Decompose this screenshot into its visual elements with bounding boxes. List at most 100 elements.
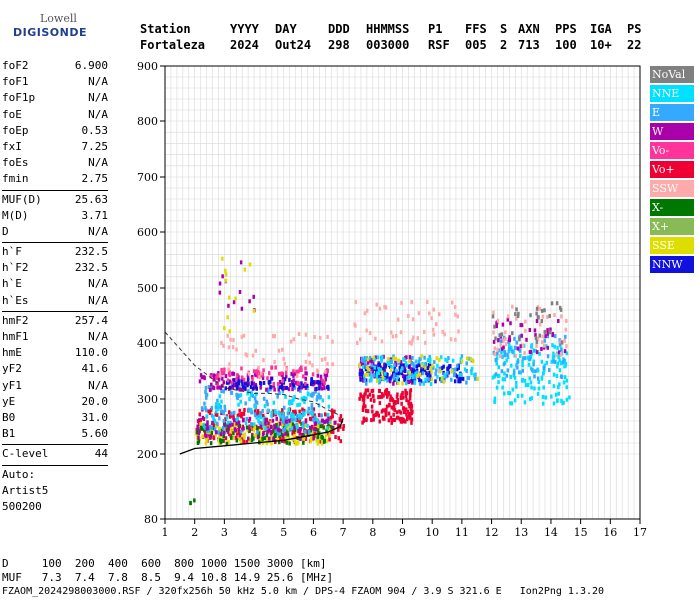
data-point <box>241 418 245 423</box>
data-point <box>429 365 433 370</box>
data-point <box>221 425 225 430</box>
data-point <box>398 409 401 414</box>
data-point <box>470 368 473 373</box>
data-point <box>411 338 414 343</box>
data-point <box>330 425 334 430</box>
data-point <box>510 401 514 406</box>
data-point <box>219 404 222 409</box>
data-point <box>214 432 217 437</box>
data-point <box>231 436 235 441</box>
data-point <box>507 314 510 319</box>
data-point <box>231 429 235 434</box>
data-point <box>307 429 311 434</box>
data-point <box>433 360 436 365</box>
data-point <box>224 374 228 379</box>
data-point <box>210 426 213 431</box>
data-point <box>276 437 280 442</box>
data-point <box>425 371 428 376</box>
data-point <box>196 440 200 445</box>
data-point <box>314 421 318 426</box>
data-point <box>557 350 561 355</box>
data-point <box>377 374 381 379</box>
data-point <box>259 385 262 390</box>
header-value-p1: RSF <box>428 38 450 52</box>
data-point <box>502 362 506 367</box>
data-point <box>311 410 315 415</box>
data-point <box>207 428 211 433</box>
data-point <box>266 389 270 394</box>
data-point <box>208 424 212 429</box>
data-point <box>534 369 537 374</box>
data-point <box>515 363 518 368</box>
data-point <box>222 389 226 394</box>
data-point <box>504 336 507 341</box>
data-point <box>298 412 301 417</box>
data-point <box>304 376 307 381</box>
data-point <box>320 357 324 362</box>
data-point <box>410 420 413 425</box>
data-point <box>309 437 313 442</box>
data-point <box>393 370 396 375</box>
data-point <box>242 377 246 382</box>
data-point <box>337 427 340 432</box>
data-point <box>401 368 405 373</box>
data-point <box>276 421 280 426</box>
data-point <box>204 441 208 446</box>
data-point <box>408 396 412 401</box>
data-point <box>260 423 264 428</box>
data-point <box>270 413 273 418</box>
data-point <box>447 356 450 361</box>
data-point <box>204 385 208 390</box>
data-point <box>409 388 413 393</box>
data-point <box>449 337 453 342</box>
data-point <box>200 406 204 411</box>
data-point <box>218 290 222 295</box>
data-point <box>205 395 208 400</box>
data-point <box>220 399 223 404</box>
data-point <box>287 387 291 392</box>
data-point <box>313 431 316 436</box>
data-point <box>394 356 398 361</box>
data-point <box>256 430 259 435</box>
data-point <box>424 365 427 370</box>
data-point <box>294 417 297 422</box>
data-point <box>420 354 423 359</box>
data-point <box>551 333 554 338</box>
data-point <box>246 391 249 396</box>
data-point <box>211 420 214 425</box>
data-point <box>437 312 441 317</box>
data-point <box>331 425 335 430</box>
data-point <box>242 384 245 389</box>
data-point <box>364 372 367 377</box>
param-row: hmF2 257.4 <box>2 313 108 329</box>
data-point <box>459 357 463 362</box>
data-point <box>262 368 265 373</box>
data-point <box>370 418 373 423</box>
data-point <box>285 385 288 390</box>
data-point <box>384 389 387 394</box>
data-point <box>244 401 247 406</box>
data-point <box>507 390 510 395</box>
data-point <box>560 398 563 403</box>
data-point <box>232 418 236 423</box>
data-point <box>395 373 398 378</box>
data-point <box>222 371 226 376</box>
y-tick-label: 600 <box>137 226 158 239</box>
data-point <box>232 300 236 305</box>
data-point <box>235 377 238 382</box>
param-label: foE <box>2 107 22 121</box>
data-point <box>551 355 555 360</box>
data-point <box>521 378 524 383</box>
data-point <box>362 358 366 363</box>
data-point <box>512 370 516 375</box>
data-point <box>217 371 220 376</box>
data-point <box>377 377 381 382</box>
data-point <box>325 428 328 433</box>
data-point <box>540 359 544 364</box>
data-point <box>213 419 217 424</box>
data-point <box>554 392 558 397</box>
data-point <box>366 372 369 377</box>
data-point <box>444 374 448 379</box>
data-point <box>271 334 275 339</box>
data-point <box>250 437 254 442</box>
